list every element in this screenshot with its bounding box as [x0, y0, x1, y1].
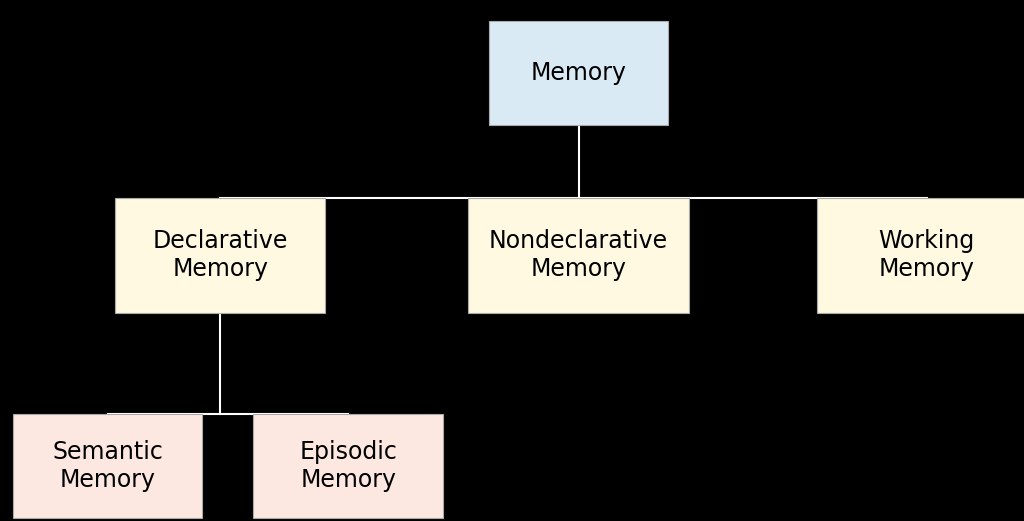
- Text: Memory: Memory: [530, 61, 627, 85]
- FancyBboxPatch shape: [817, 198, 1024, 313]
- FancyBboxPatch shape: [115, 198, 326, 313]
- Text: Working
Memory: Working Memory: [879, 229, 975, 281]
- Text: Nondeclarative
Memory: Nondeclarative Memory: [489, 229, 668, 281]
- Text: Declarative
Memory: Declarative Memory: [153, 229, 288, 281]
- FancyBboxPatch shape: [254, 414, 442, 518]
- FancyBboxPatch shape: [468, 198, 688, 313]
- Text: Semantic
Memory: Semantic Memory: [52, 440, 163, 492]
- FancyBboxPatch shape: [488, 21, 668, 125]
- Text: Episodic
Memory: Episodic Memory: [299, 440, 397, 492]
- FancyBboxPatch shape: [12, 414, 203, 518]
